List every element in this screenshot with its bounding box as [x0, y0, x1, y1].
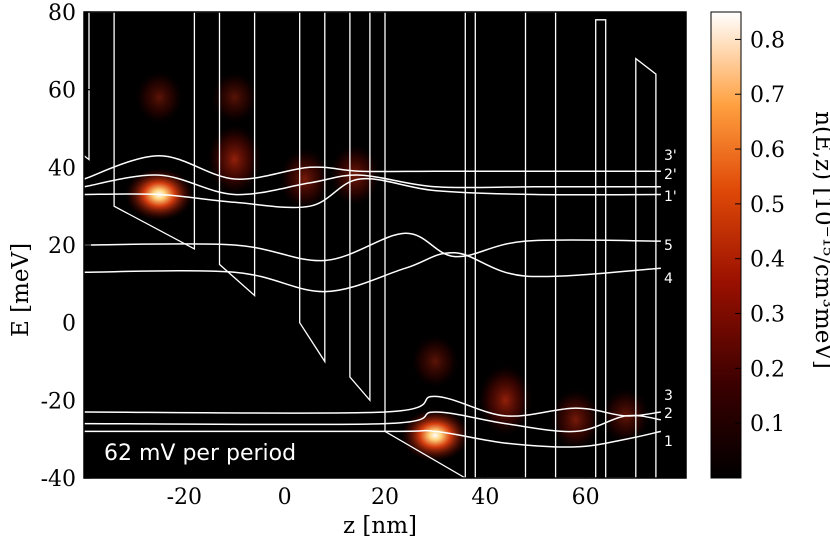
density-hotspot-1	[207, 124, 262, 196]
colorbar-tick-label-3: 0.4	[750, 248, 785, 273]
colorbar-label: n(E,z) [10⁻¹⁵/cm³meV]	[810, 111, 830, 369]
x-axis-label: z [nm]	[343, 513, 417, 539]
colorbar	[710, 11, 742, 479]
state-label-0: 3'	[664, 148, 677, 164]
density-hotspot-5	[210, 71, 259, 124]
wavefunction-curve-5	[84, 395, 661, 417]
colorbar-tick-label-4: 0.5	[750, 193, 785, 218]
wavefunction-curve-2	[84, 177, 661, 209]
state-labels: 3' 2' 1' 5 4 3 2 1	[664, 148, 677, 450]
wavefunction-curve-7	[84, 429, 662, 448]
y-tick-label-0: -40	[41, 467, 76, 492]
density-layer	[125, 70, 651, 462]
wavefunction-curve-1	[84, 174, 661, 196]
density-hotspot-8	[550, 388, 602, 451]
colorbar-tick-label-0: 0.1	[750, 412, 785, 437]
band-edge-1	[384, 12, 657, 478]
y-tick-label-3: 20	[48, 234, 76, 259]
density-hotspot-4	[135, 70, 184, 124]
y-tick-label-6: 80	[48, 1, 76, 26]
x-tick-label-0: -20	[167, 485, 202, 510]
wavefunction-curve-4	[84, 252, 661, 293]
state-label-7: 1	[664, 434, 673, 450]
y-tick-label-1: -20	[41, 389, 76, 414]
state-label-5: 3	[664, 388, 673, 404]
band-edge-0	[84, 12, 385, 403]
density-hotspot-10	[411, 335, 459, 388]
density-hotspot-6	[401, 409, 470, 462]
x-tick-label-4: 60	[572, 485, 600, 510]
colorbar-tick-label-5: 0.6	[750, 138, 785, 163]
density-hotspot-2	[279, 147, 331, 210]
y-tick-label-4: 40	[48, 156, 76, 181]
x-tick-label-2: 20	[371, 485, 399, 510]
state-label-3: 5	[664, 238, 673, 254]
state-label-2: 1'	[664, 189, 677, 205]
x-tick-label-1: 0	[278, 485, 292, 510]
x-axis-ticks: -20 0 20 40 60	[167, 471, 600, 510]
colorbar-tick-label-1: 0.2	[750, 357, 785, 382]
state-label-1: 2'	[664, 167, 677, 183]
band-edges	[84, 12, 657, 478]
wavefunction-curve-3	[84, 232, 661, 262]
annotation-text: 62 mV per period	[104, 441, 296, 466]
wavefunction-curves	[84, 154, 662, 448]
colorbar-ticks: 0.1 0.2 0.3 0.4 0.5 0.6 0.7 0.8	[735, 28, 785, 437]
wavefunction-curve-6	[84, 411, 662, 433]
y-tick-label-5: 60	[48, 79, 76, 104]
y-axis-ticks: -40 -20 0 20 40 60 80	[41, 1, 91, 492]
wavefunction-curve-0	[84, 154, 661, 180]
colorbar-tick-label-6: 0.7	[750, 83, 785, 108]
state-label-6: 2	[664, 406, 673, 422]
y-axis-label: E [meV]	[8, 243, 34, 337]
colorbar-tick-label-7: 0.8	[750, 28, 785, 53]
y-tick-label-2: 0	[62, 312, 76, 337]
colorbar-tick-label-2: 0.3	[750, 303, 785, 328]
state-label-4: 4	[664, 271, 673, 287]
density-hotspot-7	[478, 364, 533, 436]
x-tick-label-3: 40	[471, 485, 499, 510]
